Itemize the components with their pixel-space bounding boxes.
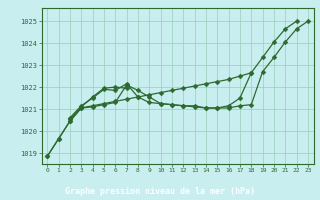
Text: Graphe pression niveau de la mer (hPa): Graphe pression niveau de la mer (hPa) bbox=[65, 186, 255, 196]
